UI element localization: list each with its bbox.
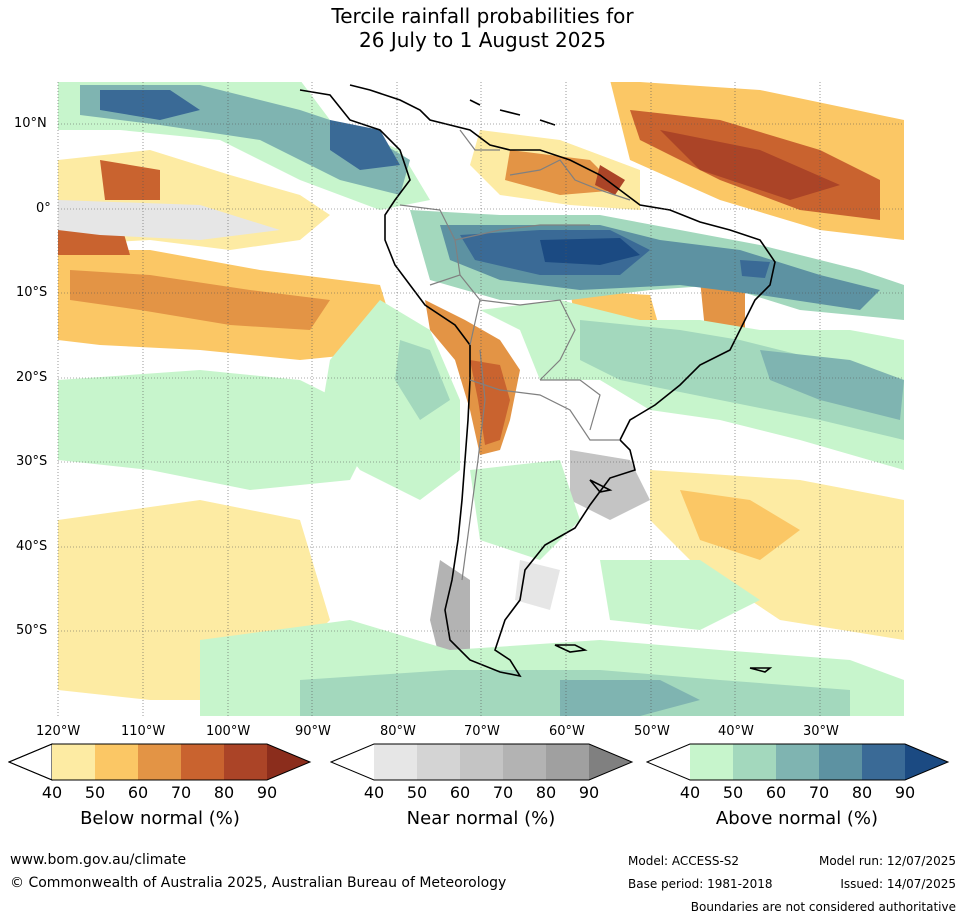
colorbar-swatch <box>862 744 905 780</box>
colorbar-min-arrow <box>8 743 53 781</box>
colorbar-swatch <box>138 744 181 780</box>
colorbar-tick: 50 <box>406 783 428 802</box>
colorbar-tick: 60 <box>449 783 471 802</box>
colorbar-tick: 90 <box>894 783 916 802</box>
lon-label: 40°W <box>718 724 754 739</box>
colorbar-swatch <box>690 744 733 780</box>
above-normal-colorbar <box>646 743 950 781</box>
lon-label: 70°W <box>464 724 500 739</box>
colorbar-tick: 60 <box>765 783 787 802</box>
colorbar-tick: 60 <box>127 783 149 802</box>
colorbar-min-arrow <box>331 744 374 780</box>
below-normal-label: Below normal (%) <box>80 808 240 829</box>
colorbar-swatch <box>52 744 95 780</box>
title-line-2: 26 July to 1 August 2025 <box>359 28 606 52</box>
colorbar-tick: 80 <box>851 783 873 802</box>
above-normal-areas <box>58 82 904 716</box>
colorbar-swatch <box>460 744 503 780</box>
colorbar-tick: 50 <box>722 783 744 802</box>
lon-label: 100°W <box>206 724 251 739</box>
colorbar-min-arrow <box>647 744 690 780</box>
lon-label: 80°W <box>380 724 416 739</box>
above-normal-label: Above normal (%) <box>715 808 879 829</box>
coastlines <box>299 84 776 678</box>
model-name: Model: ACCESS-S2 <box>628 854 740 868</box>
lon-label: 110°W <box>121 724 166 739</box>
colorbar-swatch <box>776 744 819 780</box>
colorbar-swatch <box>95 744 138 780</box>
lon-label: 60°W <box>549 724 585 739</box>
near-normal-label: Near normal (%) <box>406 808 556 829</box>
colorbar-tick: 70 <box>170 783 192 802</box>
colorbar-tick: 50 <box>84 783 106 802</box>
colorbar-swatch <box>819 744 862 780</box>
base-period: Base period: 1981-2018 <box>628 877 773 891</box>
lon-label: 90°W <box>295 724 331 739</box>
copyright: © Commonwealth of Australia 2025, Austra… <box>10 875 507 891</box>
lon-label: 50°W <box>634 724 670 739</box>
boundary-disclaimer: Boundaries are not considered authoritat… <box>690 900 956 914</box>
colorbar-swatch <box>503 744 546 780</box>
lat-label: 20°S <box>16 370 48 385</box>
colorbar-tick: 40 <box>41 783 63 802</box>
colorbar-swatch <box>733 744 776 780</box>
colorbar-tick: 70 <box>492 783 514 802</box>
colorbar-swatch <box>546 744 589 780</box>
lon-label: 30°W <box>803 724 839 739</box>
colorbar-tick: 90 <box>578 783 600 802</box>
colorbar-max-arrow <box>267 744 310 780</box>
lat-label: 10°N <box>14 116 47 131</box>
graticule <box>57 82 904 716</box>
issued-date: Issued: 14/07/2025 <box>840 877 956 891</box>
model-run: Model run: 12/07/2025 <box>818 854 956 868</box>
colorbar-tick: 90 <box>256 783 278 802</box>
colorbar-tick: 80 <box>213 783 235 802</box>
map-title: Tercile rainfall probabilities for 26 Ju… <box>0 4 965 52</box>
near-normal-colorbar <box>330 743 634 781</box>
title-line-1: Tercile rainfall probabilities for <box>331 4 634 28</box>
below-normal-colorbar <box>8 743 312 781</box>
colorbar-tick: 80 <box>535 783 557 802</box>
lat-label: 10°S <box>16 285 48 300</box>
colorbar-tick: 70 <box>808 783 830 802</box>
lon-label: 120°W <box>36 724 81 739</box>
lat-label: 0° <box>36 201 51 216</box>
colorbar-max-arrow <box>905 744 948 780</box>
source-url: www.bom.gov.au/climate <box>10 852 187 868</box>
lat-label: 30°S <box>16 454 48 469</box>
lat-label: 40°S <box>16 539 48 554</box>
colorbar-tick: 40 <box>363 783 385 802</box>
colorbar-swatch <box>224 744 267 780</box>
lat-label: 50°S <box>16 623 48 638</box>
colorbar-swatch <box>374 744 417 780</box>
probability-field <box>58 82 904 716</box>
colorbar-swatch <box>181 744 224 780</box>
country-borders <box>399 129 631 581</box>
colorbar-max-arrow <box>589 744 632 780</box>
colorbar-swatch <box>417 744 460 780</box>
colorbar-tick: 40 <box>679 783 701 802</box>
